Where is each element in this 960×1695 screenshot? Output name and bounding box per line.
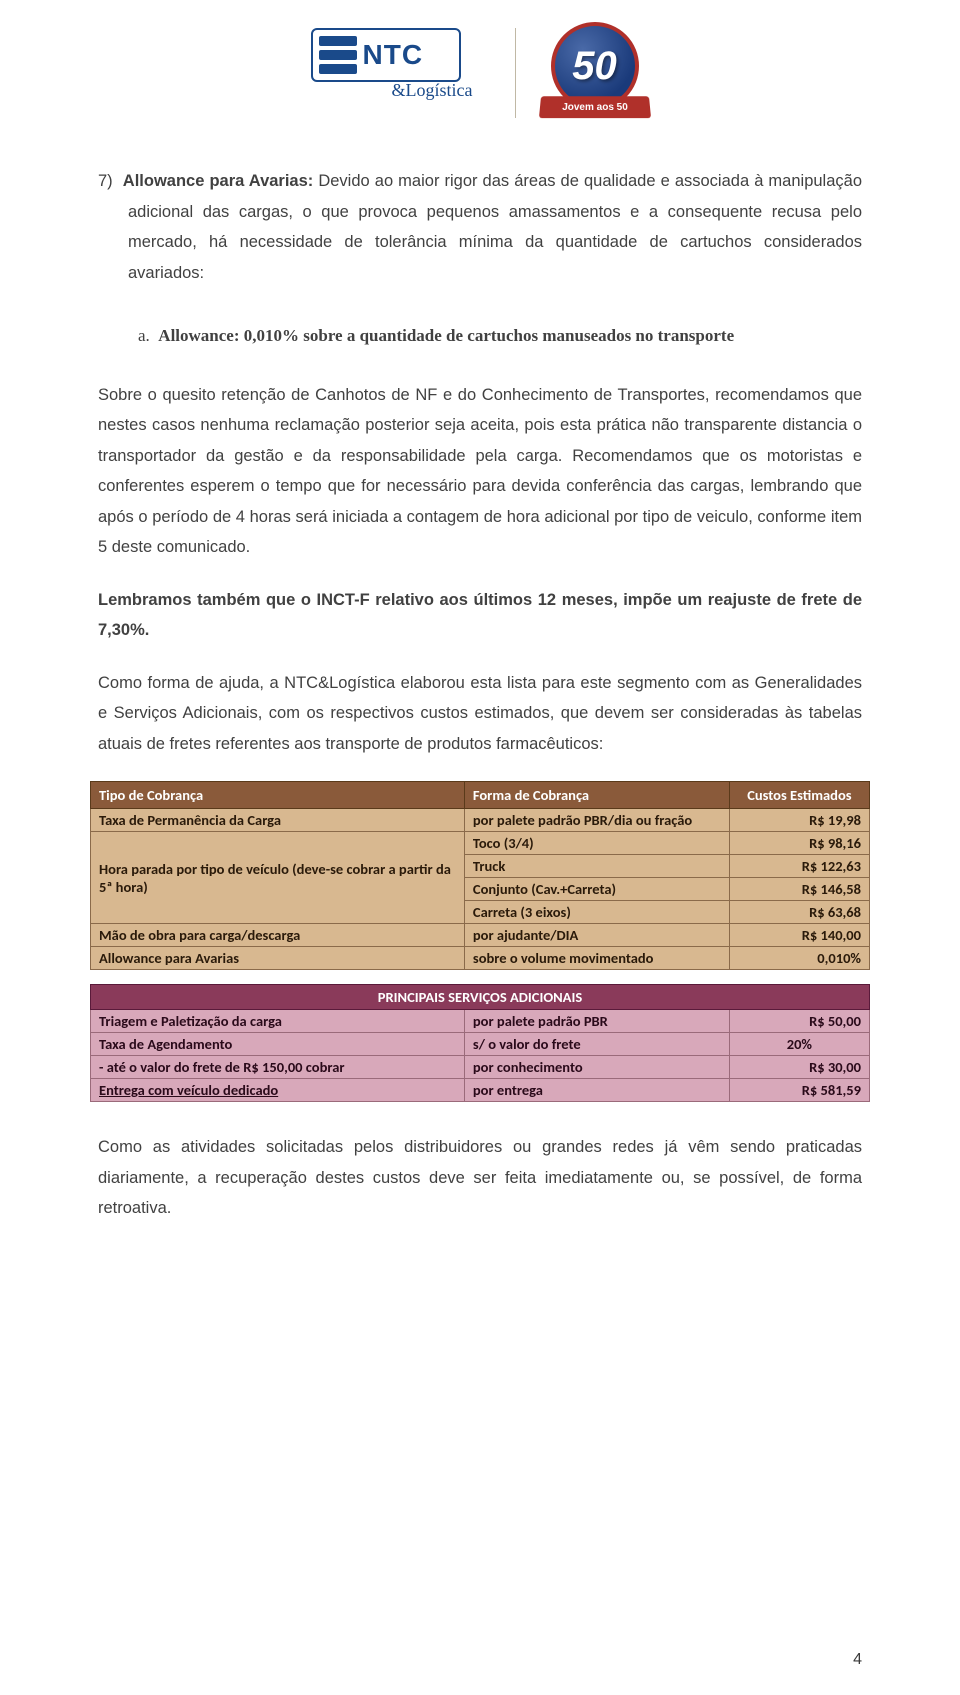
col-custos: Custos Estimados xyxy=(729,782,869,809)
paragraph-3: Como forma de ajuda, a NTC&Logística ela… xyxy=(98,668,862,760)
paragraph-4: Como as atividades solicitadas pelos dis… xyxy=(98,1132,862,1224)
logo-group: NTC &Logística 50 Jovem aos 50 xyxy=(0,0,960,128)
page-number: 4 xyxy=(853,1651,862,1669)
anniversary-badge: 50 Jovem aos 50 xyxy=(540,18,650,128)
table-row: Mão de obra para carga/descarga por ajud… xyxy=(91,924,870,947)
table2-title: PRINCIPAIS SERVIÇOS ADICIONAIS xyxy=(91,985,870,1010)
table-row: Entrega com veículo dedicado por entrega… xyxy=(91,1079,870,1102)
table-row: - até o valor do frete de R$ 150,00 cobr… xyxy=(91,1056,870,1079)
table2-header-row: PRINCIPAIS SERVIÇOS ADICIONAIS xyxy=(91,985,870,1010)
table-row: Taxa de Agendamento s/ o valor do frete … xyxy=(91,1033,870,1056)
badge-ribbon-text: Jovem aos 50 xyxy=(561,102,627,113)
additional-services-table: PRINCIPAIS SERVIÇOS ADICIONAIS Triagem e… xyxy=(90,984,870,1102)
paragraph-2: Lembramos também que o INCT-F relativo a… xyxy=(98,585,862,646)
table-header-row: Tipo de Cobrança Forma de Cobrança Custo… xyxy=(91,782,870,809)
document-body: 7) Allowance para Avarias: Devido ao mai… xyxy=(0,140,960,759)
tables-section: Tipo de Cobrança Forma de Cobrança Custo… xyxy=(0,781,960,1102)
header-divider xyxy=(515,28,516,118)
badge-number: 50 xyxy=(572,44,617,89)
section-7: 7) Allowance para Avarias: Devido ao mai… xyxy=(98,166,862,288)
col-tipo: Tipo de Cobrança xyxy=(91,782,465,809)
table-row: Hora parada por tipo de veículo (deve-se… xyxy=(91,832,870,855)
table-row: Taxa de Permanência da Carga por palete … xyxy=(91,809,870,832)
item-a-text: Allowance: 0,010% sobre a quantidade de … xyxy=(158,326,734,345)
item-a: a. Allowance: 0,010% sobre a quantidade … xyxy=(98,320,862,351)
paragraph-1: Sobre o quesito retenção de Canhotos de … xyxy=(98,380,862,563)
logo-subtext: &Logística xyxy=(311,80,473,101)
col-forma: Forma de Cobrança xyxy=(464,782,729,809)
table-row: Triagem e Paletização da carga por palet… xyxy=(91,1010,870,1033)
section-7-title: Allowance para Avarias: xyxy=(123,172,313,190)
logo-text: NTC xyxy=(363,39,424,71)
closing-section: Como as atividades solicitadas pelos dis… xyxy=(0,1102,960,1224)
item-a-marker: a. xyxy=(138,326,150,345)
generalities-table: Tipo de Cobrança Forma de Cobrança Custo… xyxy=(90,781,870,970)
ntc-logo: NTC &Logística xyxy=(311,28,491,118)
table-row: Allowance para Avarias sobre o volume mo… xyxy=(91,947,870,970)
page-header: NTC &Logística 50 Jovem aos 50 xyxy=(0,0,960,140)
list-marker: 7) xyxy=(98,172,113,190)
